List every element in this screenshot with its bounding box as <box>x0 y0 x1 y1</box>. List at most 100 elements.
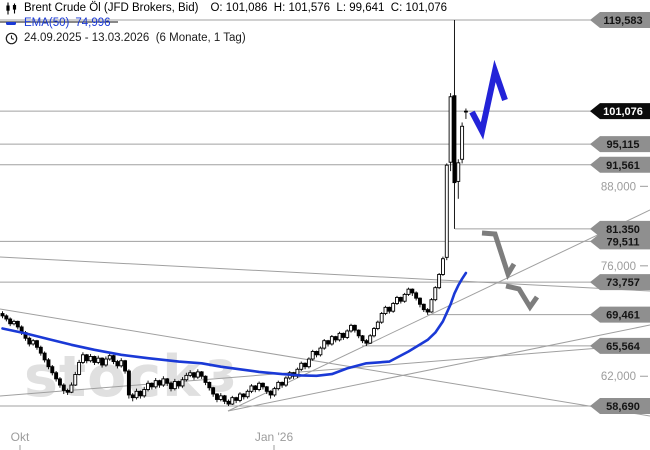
date-range-row: 24.09.2025 - 13.03.2026 (6 Monate, 1 Tag… <box>5 31 447 45</box>
candle-body <box>264 386 269 392</box>
candle-body <box>383 306 388 314</box>
candle-body <box>31 340 36 345</box>
candle-body <box>249 385 254 392</box>
candle-body <box>241 393 246 398</box>
ohlc-values: O: 101,086 H: 101,576 L: 99,641 C: 101,0… <box>210 2 448 14</box>
price-badge[interactable]: 73,757 <box>590 274 650 291</box>
trendline[interactable] <box>227 209 650 412</box>
trendline[interactable] <box>227 324 650 412</box>
candle-body <box>456 162 461 182</box>
candle-body <box>349 324 353 332</box>
candle-body <box>410 288 415 294</box>
candle-body <box>364 340 369 344</box>
candle-body <box>0 313 5 317</box>
candle-body <box>345 330 350 338</box>
candle-body <box>460 125 465 160</box>
candle-body <box>126 370 131 396</box>
price-badge-shape <box>590 12 650 28</box>
instrument-title: Brent Crude Öl (JFD Brokers, Bid) <box>24 2 199 14</box>
candle-body <box>100 357 105 366</box>
candle-body <box>337 332 342 341</box>
price-badge[interactable]: 101,076 <box>590 103 650 120</box>
candle-body <box>283 377 288 386</box>
price-badge[interactable]: 65,564 <box>590 337 650 354</box>
trendline[interactable] <box>0 256 650 292</box>
candle-body <box>15 320 20 328</box>
candle-body <box>306 358 311 368</box>
blue-projection-arrow[interactable] <box>469 59 508 140</box>
price-badge[interactable]: 95,115 <box>590 136 650 153</box>
candle-body <box>333 336 338 341</box>
candle-body <box>161 378 166 386</box>
candle-body <box>153 380 158 388</box>
price-badge-label: 73,757 <box>606 277 640 289</box>
candle-body <box>195 371 200 378</box>
price-badge-shape <box>590 274 650 291</box>
gray-projection-arrow[interactable] <box>505 283 540 312</box>
candle-body <box>84 354 89 362</box>
candle-body <box>253 385 258 390</box>
price-badge-shape <box>590 398 650 414</box>
candle-body <box>437 274 442 289</box>
candle-body <box>314 351 319 356</box>
candle-body <box>61 384 66 391</box>
price-badge-label: 91,561 <box>606 160 640 172</box>
candle-body <box>425 309 430 313</box>
price-badge-shape <box>590 233 650 250</box>
candle-body <box>69 384 74 393</box>
candle-body <box>395 296 399 304</box>
y-axis-label: 62,000 <box>601 371 636 383</box>
date-range: 24.09.2025 - 13.03.2026 (6 Monate, 1 Tag… <box>24 32 246 44</box>
candle-body <box>303 362 308 368</box>
candle-body <box>119 360 124 367</box>
price-badge-label: 95,115 <box>606 139 639 151</box>
indicator-row[interactable]: EMA(50) 74,996 <box>5 16 447 30</box>
candle-body <box>50 366 55 374</box>
candle-body <box>134 390 139 399</box>
candle-body <box>268 390 273 396</box>
price-badge[interactable]: 69,461 <box>590 306 650 323</box>
candle-body <box>199 371 204 377</box>
ema-line[interactable] <box>1 271 468 378</box>
candle-body <box>375 321 380 329</box>
candle-body <box>260 382 265 388</box>
price-badge[interactable]: 58,690 <box>590 398 650 414</box>
price-badge[interactable]: 79,511 <box>590 233 650 250</box>
candle-body <box>356 329 361 337</box>
price-badge-label: 119,583 <box>603 15 642 27</box>
candle-body <box>463 110 468 113</box>
candle-body <box>184 374 189 381</box>
candle-body <box>406 288 411 295</box>
price-badge-shape <box>590 156 650 173</box>
watermark-text: stock <box>24 344 202 410</box>
candle-body <box>238 393 242 401</box>
price-badge[interactable]: 119,583 <box>590 12 650 28</box>
gray-projection-arrow[interactable] <box>481 230 517 280</box>
candle-body <box>398 296 403 302</box>
trendline[interactable] <box>0 343 650 397</box>
candle-body <box>310 351 315 360</box>
trendline[interactable] <box>0 308 650 417</box>
candle-body <box>27 337 32 345</box>
candle-body <box>165 378 170 384</box>
candlestick-icon <box>6 2 17 14</box>
candle-body <box>203 375 208 383</box>
candle-body <box>138 390 143 397</box>
candle-body <box>73 374 78 386</box>
candle-body <box>452 95 457 184</box>
candle-body <box>326 340 330 345</box>
x-axis-label: Jan '26 <box>255 430 294 444</box>
indicator-label: EMA(50) <box>24 17 70 29</box>
price-badge[interactable]: 91,561 <box>590 156 650 173</box>
candle-body <box>188 372 193 376</box>
candle-body <box>176 381 181 387</box>
candle-body <box>257 382 262 390</box>
price-badge-shape <box>590 337 650 354</box>
price-badge[interactable]: 81,350 <box>590 220 650 237</box>
instrument-row[interactable]: Brent Crude Öl (JFD Brokers, Bid) O: 101… <box>5 1 447 15</box>
candle-body <box>80 354 85 363</box>
candle-body <box>77 361 82 375</box>
price-badge-label: 69,461 <box>606 310 640 322</box>
